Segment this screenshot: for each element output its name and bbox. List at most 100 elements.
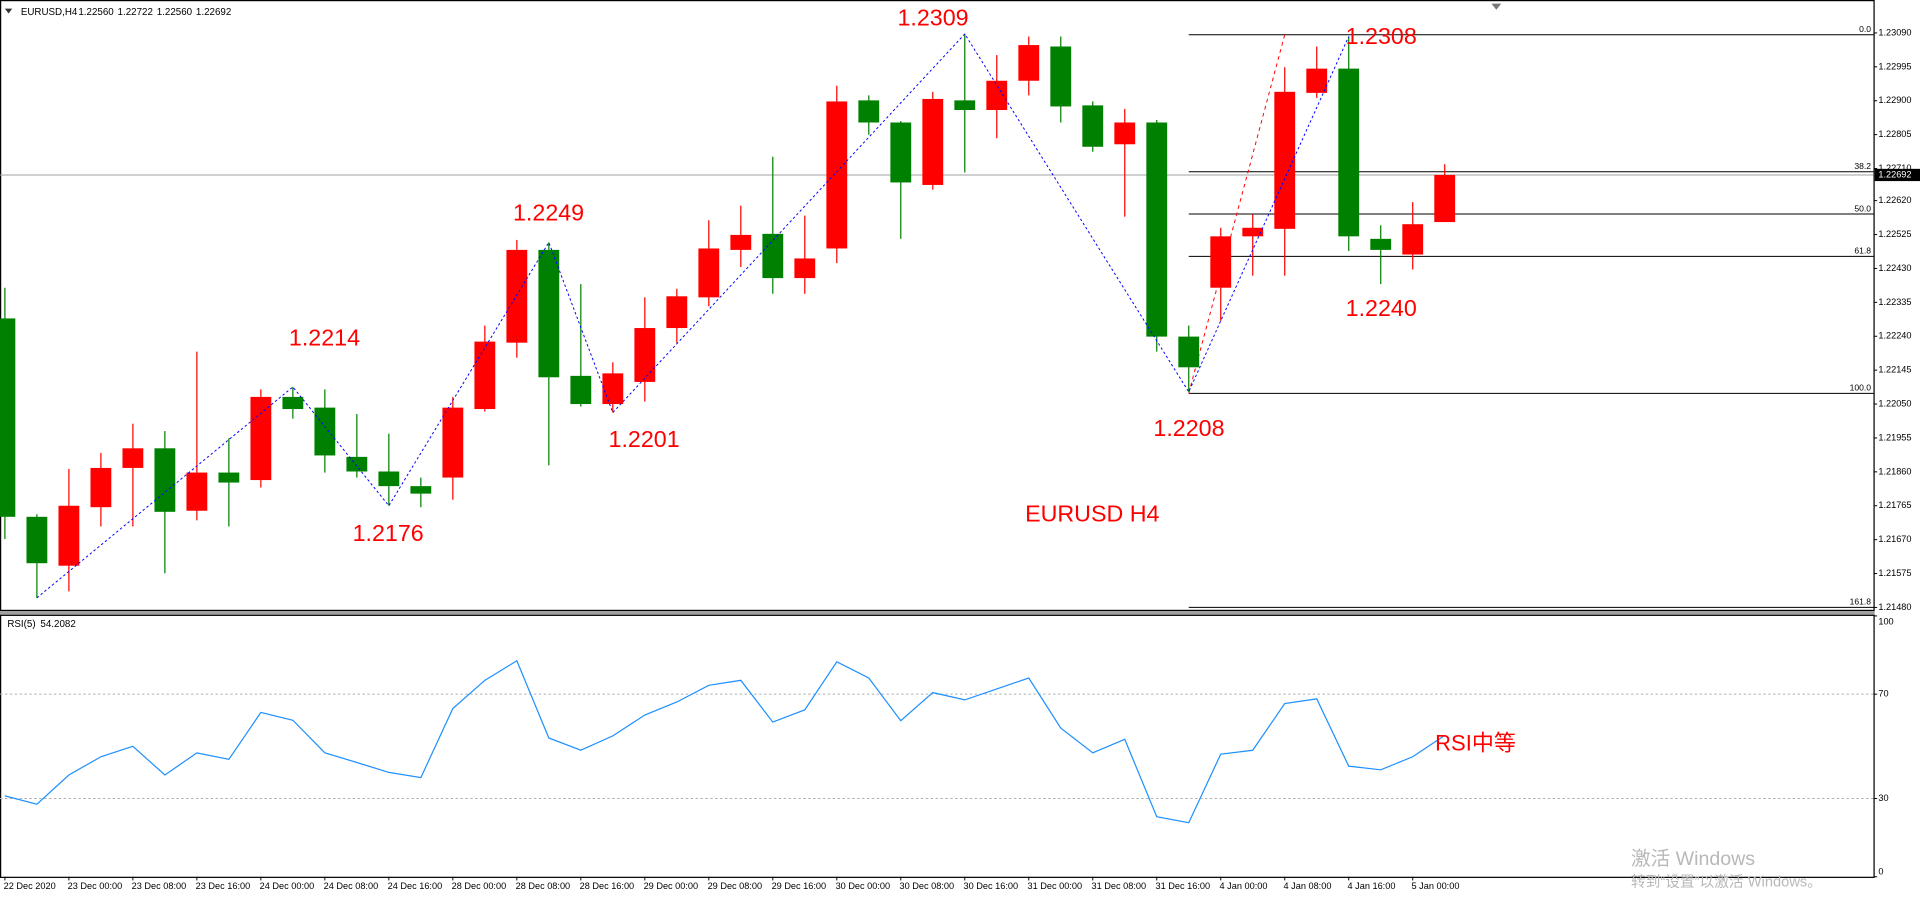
x-tick-label: 24 Dec 00:00 <box>260 881 315 891</box>
y-tick-label: 1.22710 <box>1878 163 1911 173</box>
y-tick-label: 1.23090 <box>1878 27 1911 37</box>
candle-body <box>666 296 688 329</box>
candle-body <box>346 456 368 472</box>
candle-body <box>954 100 976 111</box>
candle-body <box>986 80 1008 111</box>
candle-body <box>1146 122 1168 337</box>
candle-body <box>314 407 336 456</box>
candle-body <box>1050 46 1072 107</box>
fib-level-label: 0.0 <box>1859 24 1871 34</box>
candle-body <box>1210 236 1232 288</box>
x-tick-label: 24 Dec 16:00 <box>388 881 443 891</box>
x-tick-label: 4 Jan 16:00 <box>1348 881 1396 891</box>
candle-body <box>186 472 208 511</box>
candle-body <box>1338 68 1360 237</box>
candle-body <box>1114 122 1136 145</box>
annotation: 1.2176 <box>353 520 424 546</box>
y-tick-label: 1.22145 <box>1878 365 1911 375</box>
candle-body <box>506 249 528 343</box>
candle-body <box>378 471 400 487</box>
annotation: 1.2308 <box>1346 23 1417 49</box>
annotation: 1.2309 <box>897 5 968 31</box>
candle-body <box>730 234 752 250</box>
candle-body <box>538 249 560 378</box>
y-tick-label: 1.22240 <box>1878 331 1911 341</box>
x-tick-label: 22 Dec 2020 <box>4 881 56 891</box>
watermark-line2: 转到“设置”以激活 Windows。 <box>1631 874 1822 891</box>
annotation: 1.2214 <box>289 324 360 350</box>
candle-body <box>26 516 48 564</box>
y-tick-label: 1.22805 <box>1878 129 1911 139</box>
candle-body <box>890 122 912 183</box>
candle-body <box>1434 174 1456 223</box>
fib-level-label: 100.0 <box>1850 383 1872 393</box>
ohlc-label: 1.22560 <box>78 7 114 18</box>
fib-level-label: 161.8 <box>1850 597 1872 607</box>
ohlc-label: 1.22560 <box>157 7 193 18</box>
candle-body <box>1274 91 1296 229</box>
x-tick-label: 23 Dec 08:00 <box>132 881 187 891</box>
menu-icon <box>4 8 13 14</box>
panels <box>0 0 1875 878</box>
y-tick-label: 1.22995 <box>1878 61 1911 71</box>
x-tick-label: 5 Jan 00:00 <box>1411 881 1459 891</box>
candle-body <box>858 100 880 123</box>
rsi-tick-label: 0 <box>1878 866 1883 876</box>
rsi-annotation: RSI中等 <box>1435 730 1516 755</box>
rsi-tick-label: 30 <box>1878 793 1888 803</box>
annotation: 1.2249 <box>513 199 584 225</box>
y-tick-label: 1.22335 <box>1878 297 1911 307</box>
rsi-tick-label: 70 <box>1878 689 1888 699</box>
candle-body <box>1370 238 1392 250</box>
fib-level-label: 38.2 <box>1854 161 1871 171</box>
x-tick-label: 28 Dec 08:00 <box>516 881 571 891</box>
y-tick-label: 1.21575 <box>1878 568 1911 578</box>
rsi-title: RSI(5) <box>7 619 35 630</box>
annotation: 1.2201 <box>609 426 680 452</box>
candle-body <box>1242 227 1264 237</box>
y-tick-label: 1.21955 <box>1878 432 1911 442</box>
x-tick-label: 30 Dec 00:00 <box>836 881 891 891</box>
last-price-label: 1.22692 <box>1878 169 1911 179</box>
y-tick-label: 1.22430 <box>1878 263 1911 273</box>
x-tick-label: 28 Dec 00:00 <box>452 881 507 891</box>
candle-body <box>122 448 144 468</box>
rsi-panel-frame <box>0 614 1875 878</box>
candle-body <box>58 505 80 566</box>
rsi-tick-label: 100 <box>1878 616 1893 626</box>
fib-level-label: 61.8 <box>1854 246 1871 256</box>
x-tick-label: 4 Jan 00:00 <box>1220 881 1268 891</box>
candle-body <box>410 486 432 494</box>
shift-marker <box>1491 3 1502 10</box>
fib-trendline <box>1188 34 1286 394</box>
candle-body <box>922 98 944 185</box>
x-tick-label: 30 Dec 16:00 <box>964 881 1019 891</box>
annotation: 1.2240 <box>1346 295 1417 321</box>
y-tick-label: 1.21765 <box>1878 500 1911 510</box>
x-tick-label: 29 Dec 00:00 <box>644 881 699 891</box>
candle-body <box>1018 45 1040 81</box>
watermark-line1: 激活 Windows <box>1631 848 1755 870</box>
rsi-current-value: 54.2082 <box>40 619 75 630</box>
y-tick-label: 1.22525 <box>1878 229 1911 239</box>
x-tick-label: 4 Jan 08:00 <box>1284 881 1332 891</box>
candle-body <box>826 101 848 249</box>
rsi-line <box>4 659 1446 824</box>
ohlc-label: 1.22722 <box>118 7 153 18</box>
x-tick-label: 30 Dec 08:00 <box>900 881 955 891</box>
y-tick-label: 1.21480 <box>1878 602 1911 612</box>
candle-body <box>602 373 624 405</box>
candle-body <box>474 341 496 410</box>
candle-body <box>794 258 816 279</box>
ohlc-label: 1.22692 <box>196 7 231 18</box>
x-tick-label: 24 Dec 08:00 <box>324 881 379 891</box>
candle-body <box>250 396 272 481</box>
x-tick-label: 31 Dec 00:00 <box>1028 881 1083 891</box>
candle-body <box>154 448 176 512</box>
y-tick-label: 1.22620 <box>1878 195 1911 205</box>
panel-separator <box>0 611 1875 615</box>
candle-body <box>90 467 112 508</box>
candle-body <box>282 396 304 410</box>
